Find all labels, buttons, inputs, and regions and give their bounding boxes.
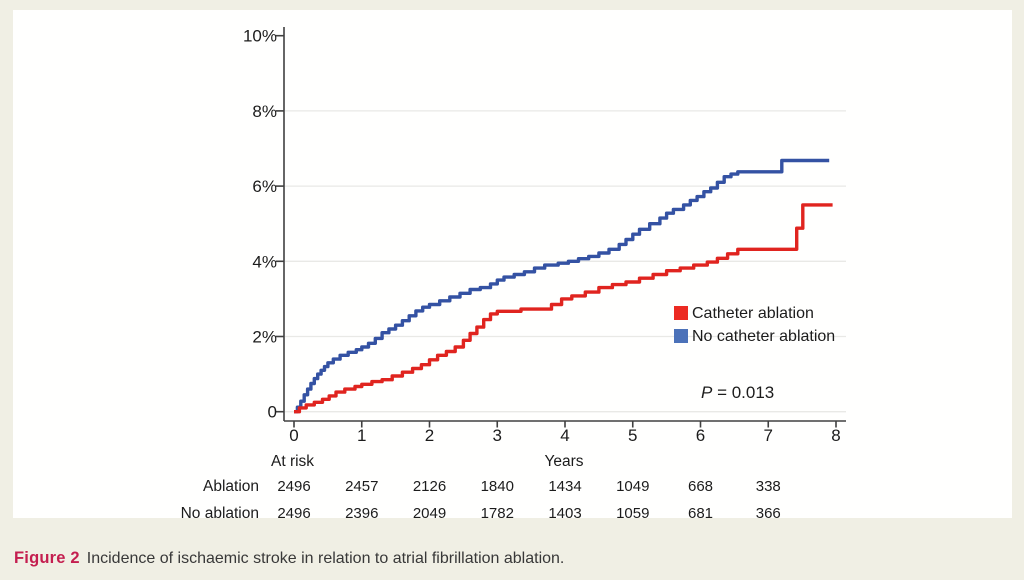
x-tick-label: 8 <box>831 426 840 445</box>
at-risk-value: 366 <box>756 505 781 522</box>
figure-panel <box>13 10 1012 518</box>
x-tick-label: 6 <box>696 426 705 445</box>
y-tick-label: 2% <box>252 328 277 347</box>
y-tick-label: 6% <box>252 177 277 196</box>
at-risk-value: 2496 <box>277 505 310 522</box>
legend: Catheter ablation No catheter ablation <box>674 305 835 345</box>
legend-swatch-no-catheter-ablation <box>674 329 688 343</box>
at-risk-value: 2496 <box>277 478 310 495</box>
x-tick-label: 0 <box>289 426 298 445</box>
y-tick-label: 10% <box>243 27 277 46</box>
x-tick-label: 3 <box>493 426 502 445</box>
y-tick-label: 0 <box>268 403 277 422</box>
y-tick-marks <box>276 34 284 413</box>
at-risk-value: 1434 <box>548 478 581 495</box>
at-risk-value: 1049 <box>616 478 649 495</box>
legend-label-no-catheter-ablation: No catheter ablation <box>692 328 835 345</box>
at-risk-value: 2396 <box>345 505 378 522</box>
km-curve-no-catheter-ablation <box>294 158 830 414</box>
y-tick-labels: 0 2% 4% 6% 8% 10% <box>243 27 277 422</box>
legend-swatch-catheter-ablation <box>674 306 688 320</box>
y-gridlines <box>285 110 846 413</box>
x-tick-label: 1 <box>357 426 366 445</box>
at-risk-value: 1782 <box>481 505 514 522</box>
x-tick-label: 5 <box>628 426 637 445</box>
at-risk-row-label-ablation: Ablation <box>203 478 259 495</box>
km-curve-catheter-ablation <box>294 203 833 414</box>
y-tick-label: 4% <box>252 252 277 271</box>
p-value: P = 0.013 <box>701 383 774 402</box>
at-risk-value: 1403 <box>548 505 581 522</box>
at-risk-value: 2126 <box>413 478 446 495</box>
at-risk-value: 681 <box>688 505 713 522</box>
at-risk-value: 1840 <box>481 478 514 495</box>
at-risk-header: At risk <box>271 453 314 470</box>
x-tick-label: 2 <box>425 426 434 445</box>
figure-caption-text: Incidence of ischaemic stroke in relatio… <box>86 550 565 567</box>
km-curves <box>294 158 833 414</box>
at-risk-value: 338 <box>756 478 781 495</box>
figure-caption: Figure 2 Incidence of ischaemic stroke in… <box>14 549 994 568</box>
at-risk-value: 668 <box>688 478 713 495</box>
figure-caption-label: Figure 2 <box>14 549 80 567</box>
at-risk-row-label-no-ablation: No ablation <box>181 505 259 522</box>
at-risk-value: 2049 <box>413 505 446 522</box>
y-tick-label: 8% <box>252 102 277 121</box>
legend-label-catheter-ablation: Catheter ablation <box>692 305 814 322</box>
at-risk-value: 2457 <box>345 478 378 495</box>
x-tick-marks <box>293 421 837 428</box>
at-risk-values: 2496 2457 2126 1840 1434 1049 668 338 2496 2396 20… <box>277 478 780 522</box>
at-risk-value: 1059 <box>616 505 649 522</box>
x-tick-label: 7 <box>764 426 773 445</box>
x-tick-labels: 0 1 2 3 4 5 6 7 8 <box>289 426 840 445</box>
at-risk-table: At risk Years Ablation No ablation 2496 2… <box>181 453 781 522</box>
x-tick-label: 4 <box>560 426 569 445</box>
x-axis-title-years: Years <box>544 453 583 470</box>
